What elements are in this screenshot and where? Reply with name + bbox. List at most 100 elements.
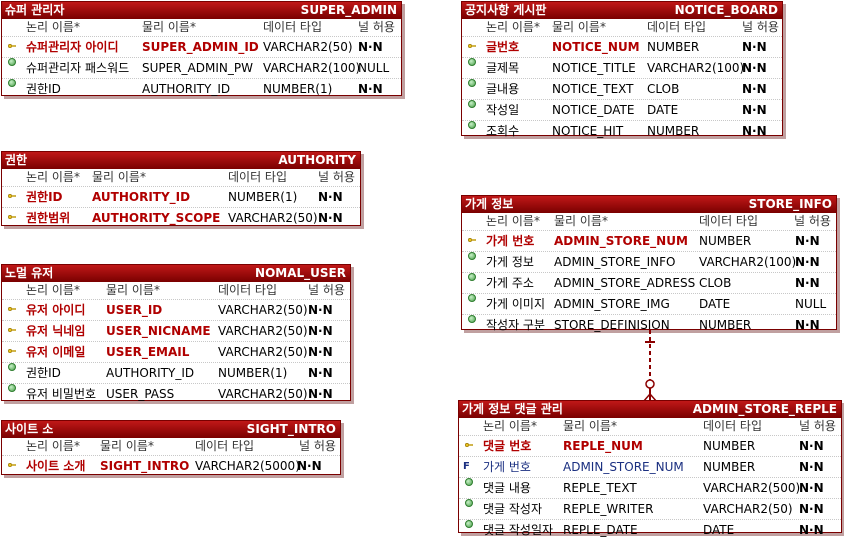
attribute-row[interactable]: 댓글 번호 REPLE_NUM NUMBER N·N: [459, 435, 841, 456]
attribute-row[interactable]: 가게 번호 ADMIN_STORE_NUM NUMBER N·N: [462, 230, 836, 251]
entity-authority[interactable]: 권한 AUTHORITY 논리 이름* 물리 이름* 데이터 타입 널 허용 권…: [1, 151, 361, 226]
attribute-row[interactable]: 사이트 소개 SIGHT_INTRO VARCHAR2(5000) N·N: [2, 455, 340, 476]
header-logical: 논리 이름*: [483, 419, 537, 433]
column-header-row: 논리 이름* 물리 이름* 데이터 타입 널 허용: [2, 438, 340, 455]
attribute-row[interactable]: 권한ID AUTHORITY_ID NUMBER(1) N·N: [2, 78, 401, 99]
attribute-row[interactable]: 유저 이메일 USER_EMAIL VARCHAR2(50) N·N: [2, 341, 350, 362]
entity-super-admin[interactable]: 슈퍼 관리자 SUPER_ADMIN 논리 이름* 물리 이름* 데이터 타입 …: [1, 1, 402, 96]
entity-notice-board[interactable]: 공지사항 게시판 NOTICE_BOARD 논리 이름* 물리 이름* 데이터 …: [461, 1, 783, 138]
attr-logical: 글번호: [486, 40, 520, 54]
entity-logical-name: 가게 정보: [465, 197, 514, 211]
attr-null: N·N: [297, 459, 322, 473]
attribute-row[interactable]: 가게 이미지 ADMIN_STORE_IMG DATE NULL: [462, 293, 836, 314]
attr-logical: 유저 아이디: [26, 303, 86, 317]
attr-physical: REPLE_DATE: [563, 523, 638, 537]
header-logical: 논리 이름*: [486, 20, 540, 34]
attr-type: VARCHAR2(100): [699, 255, 797, 269]
entity-title: 사이트 소 SIGHT_INTRO: [2, 421, 340, 438]
entity-logical-name: 권한: [5, 153, 28, 167]
attr-physical: NOTICE_TEXT: [552, 82, 634, 96]
attr-type: VARCHAR2(50): [218, 387, 308, 401]
attribute-row[interactable]: 글내용 NOTICE_TEXT CLOB N·N: [462, 78, 782, 99]
entity-nomal-user[interactable]: 노멀 유저 NOMAL_USER 논리 이름* 물리 이름* 데이터 타입 널 …: [1, 264, 351, 401]
attr-logical: 권한ID: [26, 366, 61, 380]
attr-null: N·N: [742, 40, 767, 54]
attr-logical: 가게 정보: [486, 255, 534, 269]
header-logical: 논리 이름*: [26, 439, 80, 453]
attr-type: NUMBER: [699, 234, 752, 248]
attribute-row[interactable]: 조회수 NOTICE_HIT NUMBER N·N: [462, 120, 782, 141]
attribute-row[interactable]: 권한범위 AUTHORITY_SCOPE VARCHAR2(50) N·N: [2, 207, 360, 228]
entity-store-info[interactable]: 가게 정보 STORE_INFO 논리 이름* 물리 이름* 데이터 타입 널 …: [461, 195, 837, 332]
attr-type: NUMBER(1): [228, 190, 298, 204]
attribute-row[interactable]: 슈퍼관리자 아이디 SUPER_ADMIN_ID VARCHAR2(50) N·…: [2, 36, 401, 57]
attr-null: N·N: [742, 61, 767, 75]
attribute-row[interactable]: 권한ID AUTHORITY_ID NUMBER(1) N·N: [2, 186, 360, 207]
entity-physical-name: ADMIN_STORE_REPLE: [692, 402, 837, 416]
attribute-row[interactable]: 글제목 NOTICE_TITLE VARCHAR2(100) N·N: [462, 57, 782, 78]
attribute-row[interactable]: 유저 닉네임 USER_NICNAME VARCHAR2(50) N·N: [2, 320, 350, 341]
attribute-row[interactable]: F 가게 번호 ADMIN_STORE_NUM NUMBER N·N: [459, 456, 841, 477]
header-physical: 물리 이름*: [142, 20, 196, 34]
attr-type: NUMBER: [647, 40, 700, 54]
attr-logical: 작성자 구분: [486, 318, 546, 332]
attr-null: NULL: [795, 297, 827, 311]
attr-logical: 글내용: [486, 82, 520, 96]
key-icon: [8, 328, 16, 332]
dot-icon: [465, 520, 473, 528]
entity-title: 가게 정보 STORE_INFO: [462, 196, 836, 213]
attr-type: VARCHAR2(50): [218, 345, 308, 359]
attr-type: DATE: [703, 523, 735, 537]
attribute-row[interactable]: 슈퍼관리자 패스워드 SUPER_ADMIN_PW VARCHAR2(100) …: [2, 57, 401, 78]
attr-logical: 댓글 작성자: [483, 502, 543, 516]
attr-null: N·N: [795, 318, 820, 332]
attr-physical: NOTICE_TITLE: [552, 61, 636, 75]
attr-null: N·N: [742, 124, 767, 138]
attr-type: VARCHAR2(50): [703, 502, 793, 516]
attr-null: N·N: [799, 481, 824, 495]
header-null: 널 허용: [318, 170, 355, 184]
entity-logical-name: 사이트 소: [5, 422, 54, 436]
attribute-row[interactable]: 가게 정보 ADMIN_STORE_INFO VARCHAR2(100) N·N: [462, 251, 836, 272]
entity-sight-intro[interactable]: 사이트 소 SIGHT_INTRO 논리 이름* 물리 이름* 데이터 타입 널…: [1, 420, 341, 475]
attribute-row[interactable]: 작성자 구분 STORE_DEFINISION NUMBER N·N: [462, 314, 836, 335]
attr-logical: 가게 주소: [486, 276, 534, 290]
header-type: 데이터 타입: [647, 20, 707, 34]
attribute-row[interactable]: 권한ID AUTHORITY_ID NUMBER(1) N·N: [2, 362, 350, 383]
entity-physical-name: STORE_INFO: [748, 197, 832, 211]
dot-icon: [8, 363, 16, 371]
attr-type: VARCHAR2(50): [218, 324, 308, 338]
attribute-row[interactable]: 댓글 작성일자 REPLE_DATE DATE N·N: [459, 519, 841, 540]
attr-physical: USER_PASS: [106, 387, 175, 401]
attribute-row[interactable]: 작성일 NOTICE_DATE DATE N·N: [462, 99, 782, 120]
dot-icon: [468, 100, 476, 108]
attribute-row[interactable]: 유저 아이디 USER_ID VARCHAR2(50) N·N: [2, 299, 350, 320]
header-type: 데이터 타입: [218, 283, 278, 297]
attr-physical: REPLE_TEXT: [563, 481, 637, 495]
attr-physical: USER_NICNAME: [106, 324, 211, 338]
attr-logical: 유저 이메일: [26, 345, 86, 359]
attr-type: VARCHAR2(100): [263, 61, 361, 75]
header-null: 널 허용: [308, 283, 345, 297]
column-header-row: 논리 이름* 물리 이름* 데이터 타입 널 허용: [462, 19, 782, 36]
attr-type: VARCHAR2(50): [263, 40, 353, 54]
relationship-line[interactable]: [640, 330, 660, 402]
attribute-row[interactable]: 댓글 작성자 REPLE_WRITER VARCHAR2(50) N·N: [459, 498, 841, 519]
attr-physical: ADMIN_STORE_NUM: [563, 460, 684, 474]
entity-logical-name: 슈퍼 관리자: [5, 3, 65, 17]
entity-title: 슈퍼 관리자 SUPER_ADMIN: [2, 2, 401, 19]
attribute-row[interactable]: 댓글 내용 REPLE_TEXT VARCHAR2(500) N·N: [459, 477, 841, 498]
attr-physical: AUTHORITY_ID: [92, 190, 191, 204]
entity-physical-name: SUPER_ADMIN: [300, 3, 397, 17]
key-icon: [8, 44, 16, 48]
attribute-row[interactable]: 글번호 NOTICE_NUM NUMBER N·N: [462, 36, 782, 57]
attr-type: VARCHAR2(5000): [195, 459, 300, 473]
attr-logical: 슈퍼관리자 패스워드: [26, 61, 130, 75]
attribute-row[interactable]: 유저 비밀번호 USER_PASS VARCHAR2(50) N·N: [2, 383, 350, 404]
key-icon: [468, 44, 476, 48]
attribute-row[interactable]: 가게 주소 ADMIN_STORE_ADRESS CLOB N·N: [462, 272, 836, 293]
attr-null: N·N: [308, 387, 333, 401]
key-icon: [465, 443, 473, 447]
entity-admin-store-reple[interactable]: 가게 정보 댓글 관리 ADMIN_STORE_REPLE 논리 이름* 물리 …: [458, 400, 842, 537]
attr-null: N·N: [358, 40, 383, 54]
